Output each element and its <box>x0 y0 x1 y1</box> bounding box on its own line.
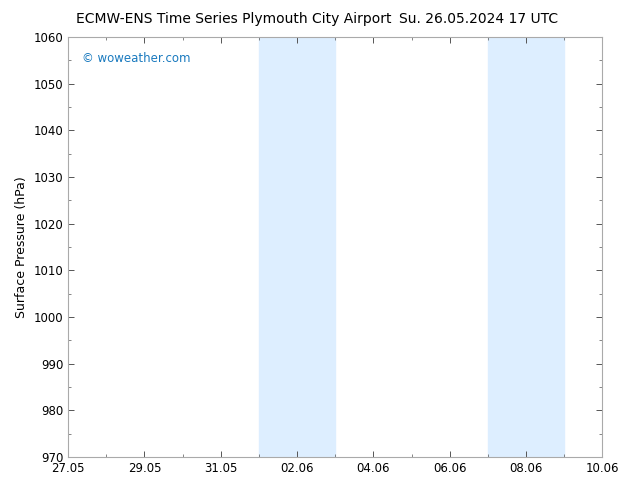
Y-axis label: Surface Pressure (hPa): Surface Pressure (hPa) <box>15 176 28 318</box>
Bar <box>488 37 564 457</box>
Text: Su. 26.05.2024 17 UTC: Su. 26.05.2024 17 UTC <box>399 12 558 26</box>
Text: © woweather.com: © woweather.com <box>82 52 190 65</box>
Bar <box>259 37 335 457</box>
Text: ECMW-ENS Time Series Plymouth City Airport: ECMW-ENS Time Series Plymouth City Airpo… <box>76 12 392 26</box>
